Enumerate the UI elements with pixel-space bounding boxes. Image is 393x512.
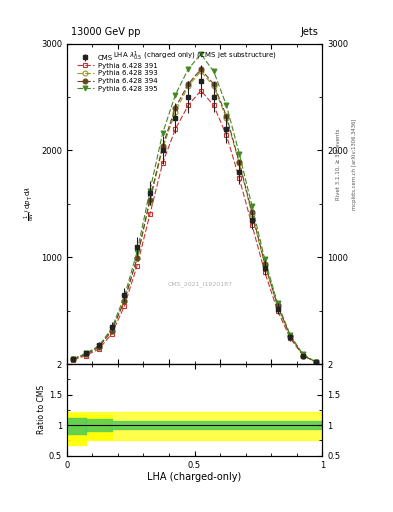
Legend: CMS, Pythia 6.428 391, Pythia 6.428 393, Pythia 6.428 394, Pythia 6.428 395: CMS, Pythia 6.428 391, Pythia 6.428 393,… <box>75 53 159 93</box>
Pythia 6.428 393 <box>211 83 216 89</box>
Pythia 6.428 391 <box>84 352 88 358</box>
Line: Pythia 6.428 393: Pythia 6.428 393 <box>71 69 318 365</box>
Pythia 6.428 394 <box>224 113 229 119</box>
Pythia 6.428 395 <box>211 68 216 74</box>
Pythia 6.428 393 <box>250 211 254 218</box>
Pythia 6.428 394 <box>147 197 152 203</box>
Pythia 6.428 391 <box>186 102 191 109</box>
Pythia 6.428 394 <box>211 81 216 87</box>
Pythia 6.428 391 <box>122 303 127 309</box>
Pythia 6.428 394 <box>173 104 178 111</box>
Pythia 6.428 395 <box>224 102 229 109</box>
Pythia 6.428 395 <box>71 356 75 362</box>
Pythia 6.428 395 <box>122 294 127 300</box>
Pythia 6.428 393 <box>84 351 88 357</box>
Pythia 6.428 391 <box>250 222 254 228</box>
Pythia 6.428 391 <box>135 263 140 269</box>
Pythia 6.428 391 <box>288 335 293 342</box>
Pythia 6.428 394 <box>288 333 293 339</box>
Pythia 6.428 395 <box>173 92 178 98</box>
Pythia 6.428 391 <box>96 346 101 352</box>
Pythia 6.428 395 <box>147 188 152 194</box>
Pythia 6.428 395 <box>135 249 140 255</box>
Pythia 6.428 395 <box>198 51 203 57</box>
Pythia 6.428 395 <box>84 350 88 356</box>
Text: Jets: Jets <box>301 27 318 37</box>
Pythia 6.428 393 <box>314 359 318 365</box>
Pythia 6.428 394 <box>135 255 140 261</box>
Pythia 6.428 391 <box>314 359 318 365</box>
Pythia 6.428 391 <box>263 269 267 275</box>
Pythia 6.428 393 <box>288 333 293 339</box>
Line: Pythia 6.428 394: Pythia 6.428 394 <box>71 67 318 365</box>
Pythia 6.428 393 <box>186 83 191 89</box>
Pythia 6.428 393 <box>237 160 242 166</box>
Line: Pythia 6.428 391: Pythia 6.428 391 <box>71 88 318 365</box>
Text: mcplots.cern.ch [arXiv:1306.3436]: mcplots.cern.ch [arXiv:1306.3436] <box>352 118 357 209</box>
Pythia 6.428 391 <box>237 175 242 181</box>
Pythia 6.428 395 <box>109 326 114 332</box>
Pythia 6.428 394 <box>237 159 242 165</box>
Pythia 6.428 395 <box>237 151 242 157</box>
Pythia 6.428 393 <box>96 344 101 350</box>
Pythia 6.428 393 <box>71 356 75 362</box>
Pythia 6.428 393 <box>160 145 165 152</box>
Pythia 6.428 391 <box>198 88 203 94</box>
Pythia 6.428 393 <box>198 68 203 74</box>
Pythia 6.428 393 <box>147 199 152 205</box>
Pythia 6.428 394 <box>301 352 305 358</box>
Pythia 6.428 395 <box>301 351 305 357</box>
Pythia 6.428 393 <box>301 352 305 358</box>
Pythia 6.428 391 <box>147 211 152 218</box>
Pythia 6.428 393 <box>173 109 178 115</box>
Text: 13000 GeV pp: 13000 GeV pp <box>71 27 140 37</box>
Text: Rivet 3.1.10, ≥ 3M events: Rivet 3.1.10, ≥ 3M events <box>336 128 341 200</box>
Pythia 6.428 394 <box>198 66 203 72</box>
Text: CMS_2021_I1920187: CMS_2021_I1920187 <box>167 281 232 287</box>
Pythia 6.428 394 <box>186 81 191 87</box>
Pythia 6.428 394 <box>109 328 114 334</box>
Pythia 6.428 394 <box>84 351 88 357</box>
Pythia 6.428 393 <box>275 303 280 309</box>
Pythia 6.428 394 <box>160 143 165 149</box>
Pythia 6.428 394 <box>96 344 101 350</box>
Pythia 6.428 393 <box>122 298 127 304</box>
Pythia 6.428 395 <box>160 130 165 136</box>
Line: Pythia 6.428 395: Pythia 6.428 395 <box>71 52 318 365</box>
Pythia 6.428 395 <box>275 300 280 306</box>
Y-axis label: $\frac{1}{\mathrm{d}N}\,/\,\mathrm{d}p_\mathrm{T}\,\mathrm{d}\lambda$: $\frac{1}{\mathrm{d}N}\,/\,\mathrm{d}p_\… <box>22 186 37 222</box>
Pythia 6.428 391 <box>275 308 280 314</box>
Pythia 6.428 391 <box>71 357 75 363</box>
Pythia 6.428 391 <box>224 132 229 138</box>
Pythia 6.428 394 <box>275 302 280 308</box>
Pythia 6.428 394 <box>263 261 267 267</box>
Text: LHA $\lambda^1_{0.5}$ (charged only) (CMS jet substructure): LHA $\lambda^1_{0.5}$ (charged only) (CM… <box>112 50 277 63</box>
Pythia 6.428 391 <box>211 102 216 109</box>
Y-axis label: Ratio to CMS: Ratio to CMS <box>37 386 46 435</box>
Pythia 6.428 391 <box>109 331 114 337</box>
X-axis label: LHA (charged-only): LHA (charged-only) <box>147 472 242 482</box>
Pythia 6.428 391 <box>173 126 178 132</box>
Pythia 6.428 394 <box>122 298 127 304</box>
Pythia 6.428 393 <box>109 328 114 334</box>
Pythia 6.428 394 <box>250 209 254 216</box>
Pythia 6.428 394 <box>71 356 75 362</box>
Pythia 6.428 391 <box>301 352 305 358</box>
Pythia 6.428 394 <box>314 359 318 365</box>
Pythia 6.428 393 <box>224 115 229 121</box>
Pythia 6.428 395 <box>96 343 101 349</box>
Pythia 6.428 395 <box>288 332 293 338</box>
Pythia 6.428 393 <box>135 255 140 261</box>
Pythia 6.428 395 <box>314 359 318 365</box>
Pythia 6.428 391 <box>160 160 165 166</box>
Pythia 6.428 395 <box>263 257 267 263</box>
Pythia 6.428 395 <box>186 66 191 72</box>
Pythia 6.428 395 <box>250 203 254 209</box>
Pythia 6.428 393 <box>263 262 267 268</box>
